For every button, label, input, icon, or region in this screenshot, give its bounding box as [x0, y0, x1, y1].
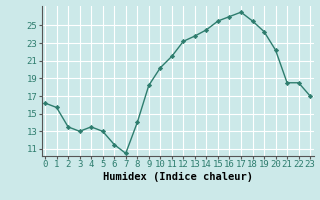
X-axis label: Humidex (Indice chaleur): Humidex (Indice chaleur): [103, 172, 252, 182]
